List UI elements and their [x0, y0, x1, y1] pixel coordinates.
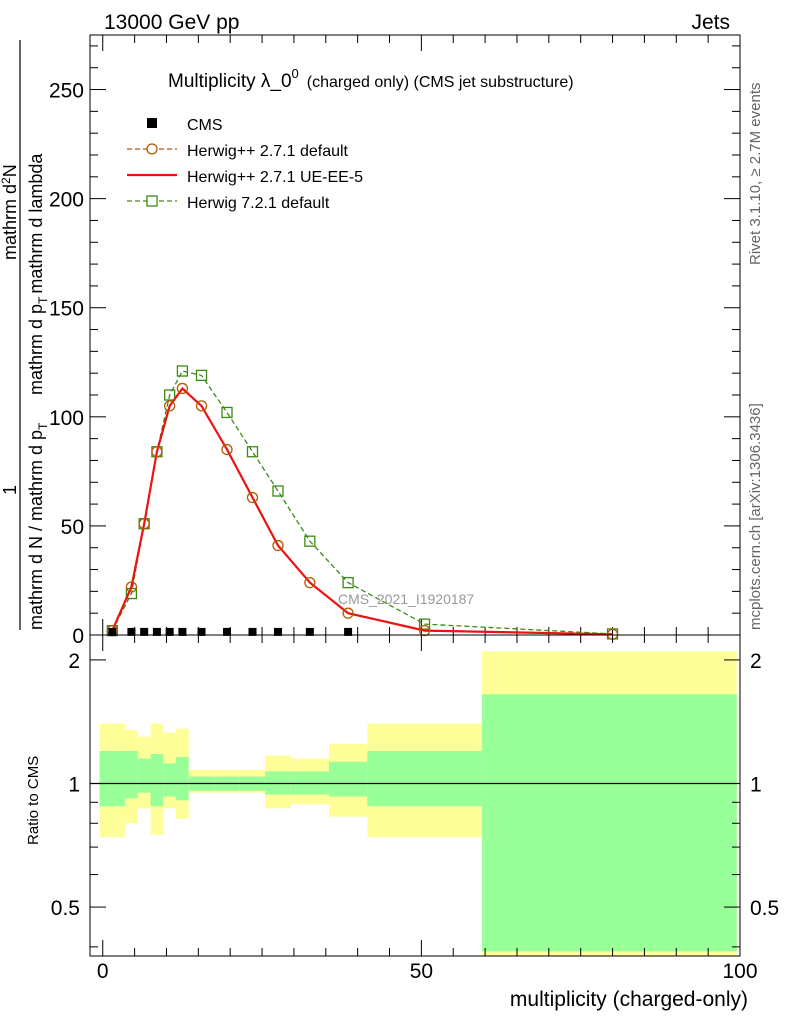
- ratio-ytick-label-left: 2: [68, 650, 80, 673]
- cms-point: [248, 627, 257, 636]
- legend-label: Herwig++ 2.7.1 default: [187, 143, 349, 160]
- cms-point: [165, 627, 174, 636]
- herwig7-point: [176, 365, 189, 377]
- cms-point: [108, 627, 117, 636]
- herwigpp-default-point: [221, 443, 233, 456]
- plot-title-sub: (charged only) (CMS jet substructure): [307, 74, 574, 91]
- x-tick-label: 50: [410, 960, 433, 983]
- ratio-inner-band: [328, 761, 368, 797]
- main-ylabel: mathrm d N / mathrm d pT 1 mathrm d pTma…: [0, 40, 50, 630]
- herwigpp-default-point: [151, 446, 163, 458]
- x-tick-label: 100: [722, 960, 757, 983]
- ratio-bands: [90, 651, 740, 956]
- legend-item: Herwig 7.2.1 default: [127, 195, 330, 212]
- plot-title-sup: 0: [292, 66, 299, 81]
- ratio-ytick-labels: 0.5 0.5 1 1 2 2: [51, 650, 779, 920]
- legend: CMS Herwig++ 2.7.1 default Herwig++ 2.7.1 …: [127, 117, 363, 212]
- main-ytick-label: 100: [49, 407, 84, 430]
- mcplots-label: mcplots.cern.ch [arXiv:1306.3436]: [747, 403, 764, 630]
- ylabel-den2: mathrm d pTmathrm d lambda: [26, 153, 50, 395]
- ratio-ytick-label-left: 0.5: [51, 897, 80, 920]
- main-ytick-label: 200: [49, 189, 84, 212]
- ratio-inner-band: [163, 763, 177, 797]
- herwig7-point: [221, 406, 233, 419]
- cms-point: [223, 627, 232, 636]
- ratio-plot-frame: [89, 634, 741, 957]
- ratio-inner-band: [481, 694, 737, 952]
- herwigpp-default-point: [176, 382, 189, 395]
- herwig7-point: [246, 446, 259, 458]
- herwig7-point: [164, 389, 176, 401]
- ratio-inner-band: [367, 750, 482, 807]
- herwigpp-default-point: [304, 576, 316, 589]
- ratio-plot: 0.5 0.5 1 1 2 2 0 50 100: [51, 634, 779, 983]
- legend-item: Herwig++ 2.7.1 default: [127, 143, 349, 160]
- ratio-inner-band: [125, 750, 138, 799]
- herwigpp-default-point: [125, 581, 138, 593]
- herwig7-point: [272, 485, 284, 497]
- herwigpp-default-point: [272, 539, 284, 552]
- ratio-inner-band: [99, 750, 126, 807]
- legend-label: CMS: [187, 117, 223, 134]
- legend-marker: [146, 195, 158, 207]
- legend-item: Herwig++ 2.7.1 UE-EE-5: [127, 169, 363, 186]
- herwigpp-default-point: [138, 518, 150, 530]
- herwigpp-default-point: [195, 400, 208, 412]
- herwig7-point: [304, 535, 316, 547]
- cms-point: [178, 627, 187, 636]
- main-series: [106, 365, 619, 640]
- ratio-axis-ticks: [90, 635, 741, 956]
- ratio-inner-band: [137, 758, 151, 793]
- ratio-ylabel: Ratio to CMS: [25, 756, 42, 845]
- herwigpp-default-point: [164, 400, 176, 412]
- cms-point: [140, 627, 149, 636]
- cms-point: [152, 627, 161, 636]
- main-ytick-label: 250: [49, 80, 84, 103]
- cms-point: [273, 627, 282, 636]
- cms-point: [197, 627, 206, 636]
- cms-point: [127, 627, 136, 636]
- herwigpp-default-point: [246, 491, 259, 504]
- header-left: 13000 GeV pp: [104, 11, 239, 34]
- ratio-inner-band: [150, 753, 164, 807]
- cms-point: [344, 627, 353, 636]
- legend-item: CMS: [147, 117, 223, 134]
- rivet-version-label: Rivet 3.1.10, ≥ 2.7M events: [747, 83, 764, 266]
- ylabel-num2: mathrm d2N: [0, 164, 20, 260]
- herwigpp-default-point: [418, 624, 431, 637]
- x-axis-label: multiplicity (charged-only): [510, 988, 748, 1011]
- series-line: [111, 386, 613, 636]
- analysis-watermark: CMS_2021_I1920187: [338, 591, 474, 607]
- cms-point: [305, 627, 314, 636]
- legend-label: Herwig 7.2.1 default: [187, 195, 330, 212]
- ylabel-den: mathrm d N / mathrm d pT: [26, 422, 50, 630]
- plot-title-main: Multiplicity λ_0: [168, 71, 292, 92]
- main-ytick-labels: 0 50 100 150 200 250: [49, 80, 84, 648]
- plot-title: Multiplicity λ_00 (charged only) (CMS jet…: [168, 66, 574, 92]
- x-tick-label: 0: [97, 960, 109, 983]
- ratio-inner-band: [176, 757, 189, 801]
- ylabel-num: 1: [0, 485, 20, 495]
- x-tick-labels: 0 50 100: [97, 960, 758, 983]
- ratio-ytick-label-right: 2: [750, 650, 762, 673]
- herwig7-point: [195, 369, 208, 382]
- ratio-ytick-label-right: 1: [750, 773, 762, 796]
- herwigpp-default-point: [342, 607, 354, 619]
- legend-swatch: [147, 118, 157, 128]
- ratio-ytick-label-left: 1: [68, 773, 80, 796]
- main-ytick-label: 150: [49, 298, 84, 321]
- legend-label: Herwig++ 2.7.1 UE-EE-5: [187, 169, 363, 186]
- ratio-ytick-label-right: 0.5: [750, 897, 779, 920]
- herwig7-point: [342, 576, 354, 589]
- header-right: Jets: [691, 11, 730, 34]
- main-ytick-label: 0: [72, 625, 84, 648]
- herwig7-point: [418, 618, 431, 630]
- main-ytick-label: 50: [61, 516, 84, 539]
- legend-marker: [146, 143, 158, 155]
